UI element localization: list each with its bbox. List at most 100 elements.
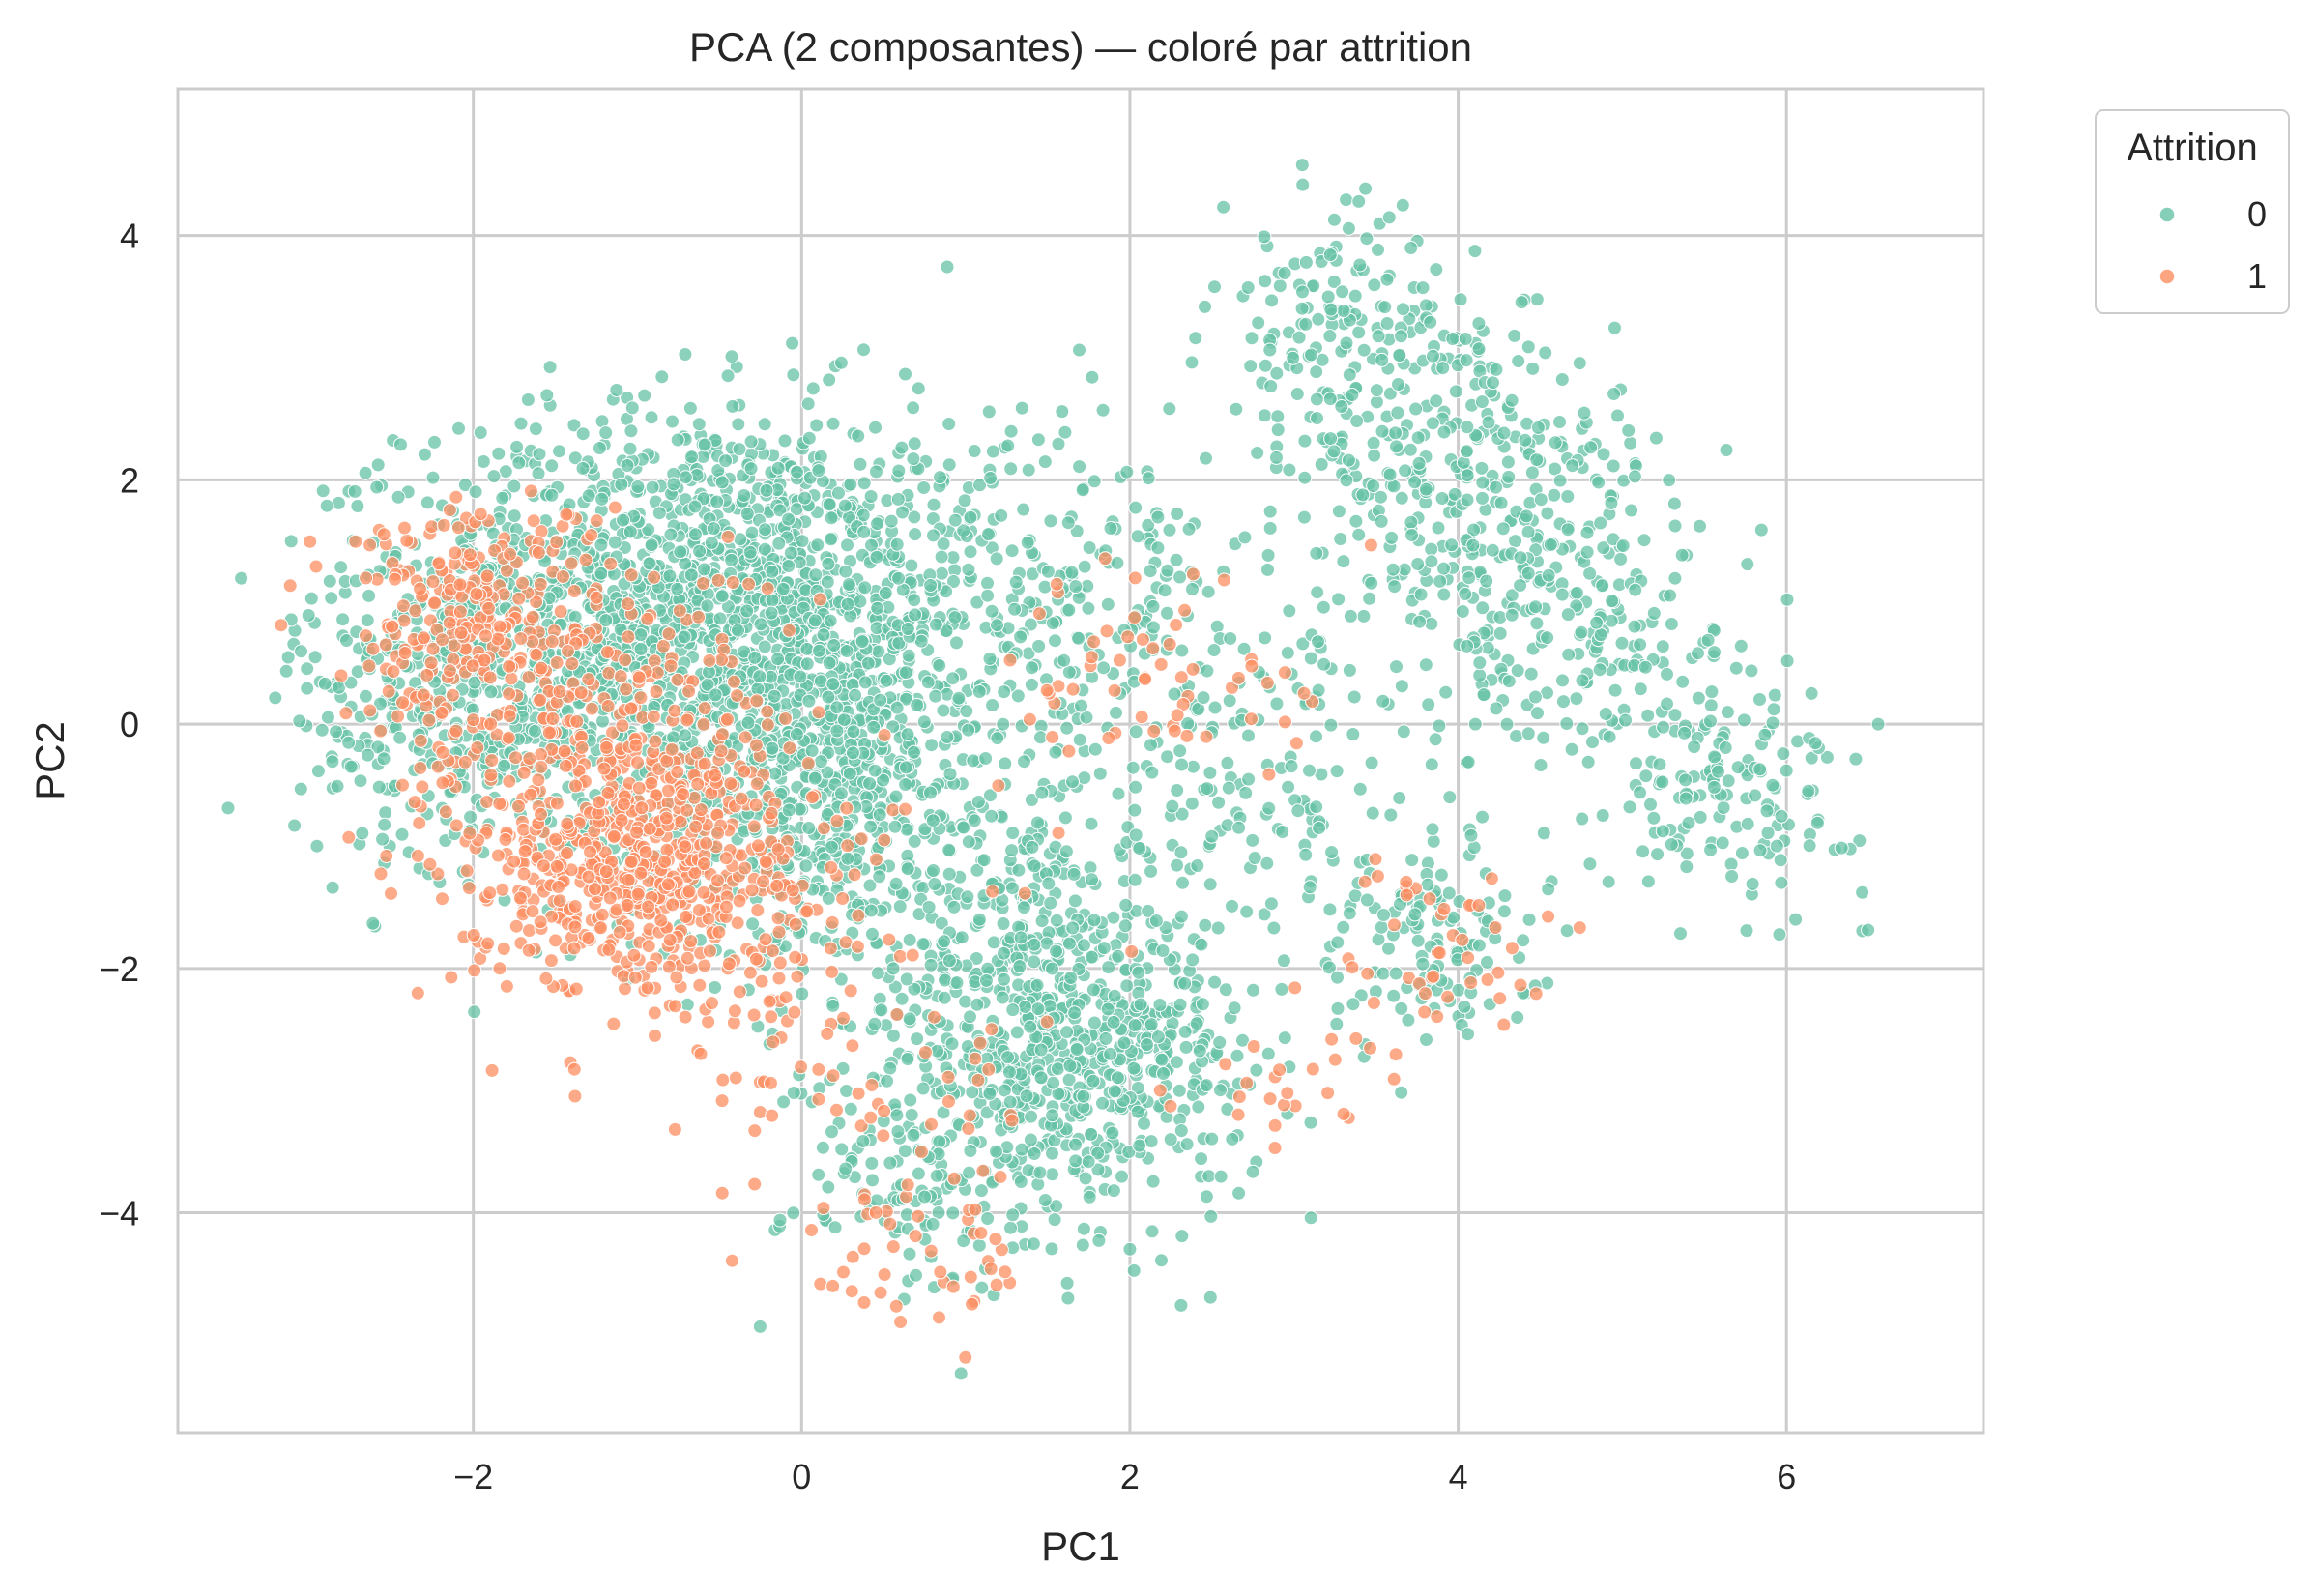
point-series-0 (1003, 423, 1019, 439)
point-series-0 (1362, 591, 1377, 606)
point-series-0 (1150, 509, 1166, 525)
point-series-0 (697, 562, 712, 577)
point-series-0 (1424, 757, 1439, 772)
point-series-0 (1030, 815, 1045, 830)
point-series-0 (220, 800, 236, 816)
point-series-0 (799, 641, 815, 656)
point-series-0 (1210, 920, 1226, 936)
point-series-0 (1289, 387, 1305, 401)
point-series-0 (898, 760, 913, 775)
point-series-0 (839, 1084, 854, 1098)
point-series-0 (956, 820, 971, 835)
point-series-0 (1132, 841, 1147, 856)
point-series-0 (848, 687, 863, 703)
point-series-0 (1122, 1241, 1138, 1257)
point-series-0 (654, 369, 670, 385)
point-series-0 (1225, 1131, 1240, 1146)
point-series-0 (1463, 827, 1479, 843)
point-series-0 (1086, 913, 1102, 928)
point-series-1 (701, 1014, 716, 1030)
point-series-0 (1636, 533, 1652, 548)
point-series-0 (795, 534, 810, 549)
point-series-0 (795, 986, 810, 1001)
point-series-0 (1258, 408, 1272, 423)
point-series-0 (1184, 355, 1200, 370)
point-series-0 (1198, 917, 1213, 933)
point-series-0 (1808, 736, 1823, 751)
point-series-0 (856, 342, 871, 358)
point-series-0 (325, 754, 340, 769)
point-series-0 (980, 1211, 996, 1226)
point-series-0 (369, 479, 385, 495)
point-series-0 (1230, 1048, 1245, 1063)
point-series-0 (1058, 844, 1074, 859)
point-series-0 (1530, 706, 1545, 721)
point-series-0 (425, 470, 441, 485)
point-series-0 (325, 880, 340, 895)
point-series-0 (1033, 1042, 1049, 1058)
point-series-0 (894, 440, 910, 455)
point-series-0 (996, 716, 1011, 732)
point-series-0 (1533, 758, 1549, 772)
point-series-0 (375, 831, 391, 847)
point-series-0 (301, 608, 316, 623)
point-series-0 (781, 802, 796, 818)
point-series-0 (771, 536, 787, 551)
point-series-0 (1119, 978, 1135, 994)
point-series-0 (365, 915, 381, 931)
point-series-0 (1037, 454, 1053, 470)
point-series-0 (1445, 332, 1461, 346)
point-series-0 (1009, 1025, 1025, 1040)
point-series-0 (1514, 295, 1529, 310)
point-series-0 (633, 627, 649, 643)
point-series-0 (1220, 755, 1235, 770)
point-series-0 (1398, 463, 1413, 479)
point-series-0 (1375, 966, 1391, 981)
point-series-0 (682, 400, 698, 416)
point-series-0 (1640, 874, 1656, 889)
point-series-0 (1100, 1001, 1115, 1017)
point-series-0 (1339, 192, 1354, 208)
point-series-0 (1462, 570, 1477, 586)
point-series-0 (511, 455, 527, 471)
point-series-0 (1395, 197, 1410, 213)
point-series-0 (1005, 1207, 1021, 1223)
point-series-0 (1460, 638, 1475, 653)
point-series-0 (1572, 356, 1587, 371)
point-series-0 (1216, 199, 1231, 215)
point-series-0 (797, 490, 813, 506)
point-series-0 (542, 360, 558, 375)
point-series-0 (1666, 496, 1682, 511)
point-series-0 (1209, 619, 1225, 634)
point-series-0 (1196, 690, 1211, 706)
point-series-0 (1342, 662, 1357, 678)
point-series-0 (1471, 316, 1487, 331)
point-series-0 (925, 1216, 941, 1232)
point-series-0 (1593, 515, 1608, 531)
point-series-0 (863, 489, 879, 504)
point-series-0 (1333, 532, 1348, 546)
point-series-0 (1284, 759, 1299, 774)
point-series-0 (1528, 689, 1543, 705)
point-series-0 (1074, 698, 1088, 713)
point-series-0 (837, 498, 853, 513)
point-series-0 (1364, 755, 1379, 770)
point-series-0 (331, 495, 346, 510)
point-series-0 (1444, 537, 1460, 553)
point-series-0 (642, 556, 657, 571)
point-series-0 (544, 487, 560, 503)
point-series-0 (810, 537, 825, 553)
point-series-0 (1772, 927, 1787, 943)
point-series-0 (857, 675, 873, 690)
point-series-0 (1637, 659, 1653, 675)
point-series-0 (294, 644, 308, 659)
point-series-0 (1646, 605, 1662, 621)
point-series-0 (1096, 941, 1112, 956)
point-series-0 (1029, 977, 1045, 993)
point-series-0 (1375, 693, 1391, 709)
point-series-0 (949, 635, 964, 651)
point-series-0 (1127, 1018, 1143, 1033)
point-series-1 (522, 923, 536, 938)
point-series-0 (1352, 257, 1368, 273)
point-series-0 (1082, 540, 1097, 555)
